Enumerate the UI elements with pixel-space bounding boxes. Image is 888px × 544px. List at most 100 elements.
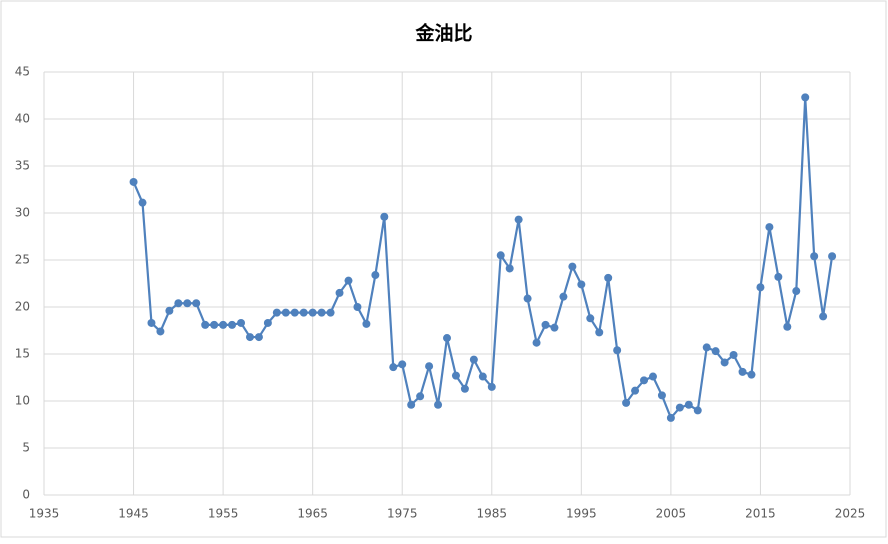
data-point	[801, 93, 810, 102]
y-tick-label: 20	[15, 300, 30, 314]
x-tick-label: 2025	[835, 507, 866, 521]
y-tick-label: 35	[15, 159, 30, 173]
data-point	[380, 212, 389, 221]
data-point	[532, 338, 541, 347]
data-point	[622, 398, 631, 407]
x-tick-label: 2015	[745, 507, 776, 521]
data-point	[290, 308, 299, 317]
data-point	[765, 223, 774, 232]
chart-title: 金油比	[414, 22, 472, 45]
y-tick-label: 15	[15, 347, 30, 361]
data-point	[425, 362, 434, 371]
data-point	[478, 372, 487, 381]
data-point	[174, 299, 183, 308]
data-point	[729, 350, 738, 359]
data-point	[335, 288, 344, 297]
data-point	[389, 363, 398, 372]
y-tick-label: 0	[22, 488, 30, 502]
data-point	[308, 308, 317, 317]
data-point	[192, 299, 201, 308]
data-point	[595, 328, 604, 337]
data-point	[783, 322, 792, 331]
data-point	[711, 347, 720, 356]
data-point	[810, 252, 819, 261]
data-point	[631, 386, 640, 395]
data-point	[666, 413, 675, 422]
y-tick-label: 40	[15, 112, 30, 126]
data-point	[684, 400, 693, 409]
data-point	[469, 355, 478, 364]
data-point	[720, 358, 729, 367]
data-point	[613, 346, 622, 355]
data-point	[237, 318, 246, 327]
y-tick-label: 25	[15, 253, 30, 267]
data-point	[577, 280, 586, 289]
data-point	[604, 273, 613, 282]
data-point	[738, 367, 747, 376]
data-point	[219, 320, 228, 329]
data-point	[657, 391, 666, 400]
data-point	[210, 320, 219, 329]
data-point	[263, 318, 272, 327]
y-tick-label: 30	[15, 206, 30, 220]
data-point	[371, 271, 380, 280]
x-tick-label: 2005	[656, 507, 687, 521]
data-point	[568, 262, 577, 271]
y-tick-label: 10	[15, 394, 30, 408]
data-point	[451, 371, 460, 380]
data-point	[828, 252, 837, 261]
data-point	[640, 376, 649, 385]
data-point	[460, 384, 469, 393]
data-point	[416, 392, 425, 401]
data-point	[487, 382, 496, 391]
data-point	[147, 318, 156, 327]
x-tick-label: 1955	[208, 507, 239, 521]
data-point	[747, 370, 756, 379]
data-point	[317, 308, 326, 317]
data-point	[156, 327, 165, 336]
y-tick-label: 45	[15, 65, 30, 79]
data-point	[254, 333, 263, 342]
data-point	[138, 198, 147, 207]
data-point	[398, 360, 407, 369]
x-tick-label: 1995	[566, 507, 597, 521]
data-point	[434, 400, 443, 409]
data-point	[201, 320, 210, 329]
data-point	[326, 308, 335, 317]
data-point	[541, 320, 550, 329]
data-point	[228, 320, 237, 329]
data-point	[165, 306, 174, 315]
data-point	[774, 272, 783, 281]
x-tick-label: 1975	[387, 507, 418, 521]
data-point	[702, 343, 711, 352]
x-tick-label: 1965	[297, 507, 328, 521]
data-point	[245, 333, 254, 342]
x-tick-label: 1935	[29, 507, 60, 521]
data-point	[550, 323, 559, 332]
data-point	[819, 312, 828, 321]
data-point	[129, 177, 138, 186]
data-point	[675, 403, 684, 412]
data-point	[299, 308, 308, 317]
data-point	[756, 283, 765, 292]
data-point	[344, 276, 353, 285]
data-point	[183, 299, 192, 308]
data-point	[586, 314, 595, 323]
data-point	[523, 294, 532, 303]
data-point	[792, 287, 801, 296]
data-point	[514, 215, 523, 224]
y-tick-label: 5	[22, 441, 30, 455]
data-point	[496, 251, 505, 260]
data-point	[443, 334, 451, 343]
data-point	[362, 319, 371, 328]
data-point	[559, 292, 568, 301]
data-point	[693, 406, 702, 415]
data-point	[281, 308, 290, 317]
data-point	[407, 400, 416, 409]
data-point	[272, 308, 281, 317]
x-tick-label: 1945	[118, 507, 149, 521]
x-tick-label: 1985	[477, 507, 508, 521]
data-point	[353, 303, 362, 311]
data-point	[648, 372, 657, 381]
